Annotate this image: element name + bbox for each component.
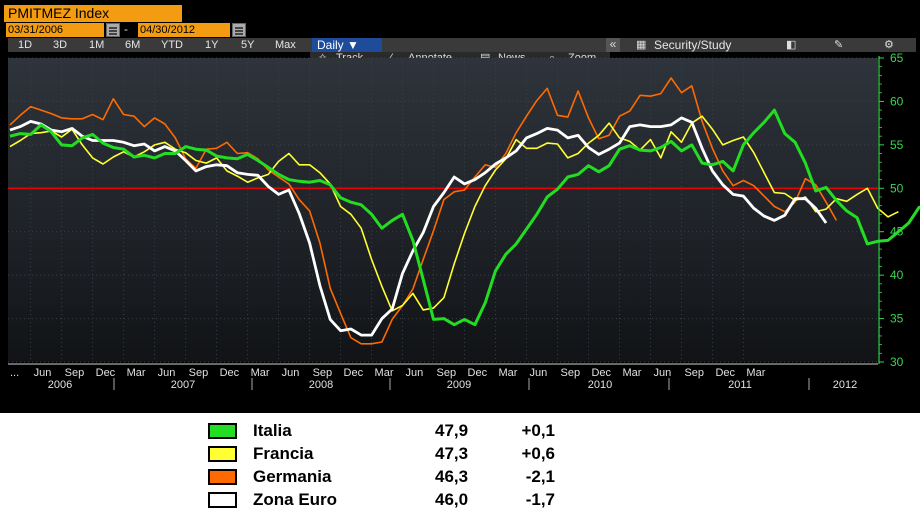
x-month-label: Mar [251, 367, 270, 379]
legend-item-germania: Germania 46,3 -2,1 [205, 466, 625, 488]
series-line-zona-euro [9, 116, 828, 337]
x-month-label: Sep [437, 367, 457, 379]
calendar-icon[interactable] [232, 23, 246, 37]
x-month-label: Jun [530, 367, 548, 379]
x-month-label: Jun [34, 367, 52, 379]
series-line-francia [9, 115, 899, 312]
x-month-label: Dec [715, 367, 735, 379]
y-tick-label: 60 [890, 94, 904, 108]
x-month-label: Sep [560, 367, 580, 379]
y-tick-label: 40 [890, 268, 904, 282]
x-month-label: Dec [468, 367, 488, 379]
x-month-label: Jun [282, 367, 300, 379]
x-year-label: 2006 [48, 379, 72, 391]
legend-change: -1,7 [525, 490, 555, 509]
legend-swatch-germania [208, 469, 237, 485]
y-tick-label: 65 [890, 51, 904, 65]
legend-name: Germania [253, 467, 332, 486]
gear-icon[interactable]: ⚙ [884, 39, 894, 51]
x-month-label: Dec [344, 367, 364, 379]
x-month-label: Dec [591, 367, 611, 379]
period-3d-button[interactable]: 3D [53, 39, 68, 51]
x-month-label: Dec [96, 367, 116, 379]
x-month-label: Jun [406, 367, 424, 379]
legend-swatch-francia [208, 446, 237, 462]
legend-change: +0,6 [521, 444, 555, 463]
x-month-label: Sep [313, 367, 333, 379]
period-ytd-button[interactable]: YTD [161, 39, 183, 51]
legend-change: -2,1 [525, 467, 555, 486]
plot-area [8, 58, 878, 362]
y-tick-label: 30 [890, 355, 904, 369]
pmi-line-chart: 30 35 40 45 50 55 60 65 ... Jun Sep Dec Mar Jun Sep De… [8, 51, 920, 391]
x-month-label: Mar [499, 367, 518, 379]
collapse-button[interactable]: « [606, 38, 620, 52]
period-1m-button[interactable]: 1M [89, 39, 105, 51]
interval-select[interactable]: Daily ▼ [312, 38, 382, 52]
x-year-label: 2010 [588, 379, 612, 391]
x-month-label: ... [10, 367, 19, 379]
x-year-label: 2009 [447, 379, 471, 391]
period-6m-button[interactable]: 6M [125, 39, 141, 51]
y-tick-label: 55 [890, 138, 904, 152]
period-1y-button[interactable]: 1Y [205, 39, 219, 51]
legend-value: 46,3 [435, 467, 469, 486]
x-month-label: Mar [127, 367, 146, 379]
bookmark-icon[interactable]: ◧ [786, 39, 797, 51]
x-month-label: Mar [622, 367, 641, 379]
terminal-window: PMITMEZ Index 03/31/2006 - 04/30/2012 1D… [0, 0, 920, 413]
x-month-label: Dec [220, 367, 240, 379]
period-5y-button[interactable]: 5Y [241, 39, 255, 51]
legend-value: 46,0 [435, 490, 469, 509]
legend-change: +0,1 [521, 421, 555, 440]
x-month-label: Mar [375, 367, 394, 379]
x-year-label: 2008 [309, 379, 333, 391]
legend-name: Francia [253, 444, 314, 463]
legend-item-italia: Italia 47,9 +0,1 [205, 420, 625, 442]
x-month-label: Jun [158, 367, 176, 379]
y-tick-label: 45 [890, 225, 904, 239]
legend-value: 47,9 [435, 421, 469, 440]
security-icon: ▦ [636, 39, 647, 51]
legend-name: Zona Euro [253, 490, 338, 509]
y-tick-label: 35 [890, 312, 904, 326]
legend-swatch-italia [208, 423, 237, 439]
edit-icon[interactable]: ✎ [834, 39, 844, 51]
legend-item-zona-euro: Zona Euro 46,0 -1,7 [205, 489, 625, 511]
x-month-label: Sep [684, 367, 704, 379]
legend-value: 47,3 [435, 444, 469, 463]
index-title: PMITMEZ Index [4, 5, 182, 22]
x-year-label: 2011 [728, 379, 752, 391]
x-year-label: 2012 [833, 379, 857, 391]
chart-toolbar: 1D 3D 1M 6M YTD 1Y 5Y Max Daily ▼ « ▦ Se… [8, 38, 916, 52]
period-max-button[interactable]: Max [275, 39, 296, 51]
date-from-field[interactable]: 03/31/2006 [6, 23, 104, 37]
series-line-germania [9, 77, 838, 345]
x-month-label: Sep [189, 367, 209, 379]
security-study-button[interactable]: Security/Study [654, 38, 732, 52]
chart-legend: Italia 47,9 +0,1 Francia 47,3 +0,6 Germa… [205, 420, 625, 510]
y-tick-label: 50 [890, 181, 904, 195]
period-1d-button[interactable]: 1D [18, 39, 33, 51]
legend-swatch-zona-euro [208, 492, 237, 508]
date-to-field[interactable]: 04/30/2012 [138, 23, 230, 37]
x-month-label: Jun [653, 367, 671, 379]
x-month-label: Mar [746, 367, 765, 379]
date-separator: - [124, 22, 128, 36]
x-month-label: Sep [65, 367, 85, 379]
series-line-italia [9, 108, 920, 327]
legend-name: Italia [253, 421, 292, 440]
legend-item-francia: Francia 47,3 +0,6 [205, 443, 625, 465]
x-year-label: 2007 [171, 379, 195, 391]
calendar-icon[interactable] [106, 23, 120, 37]
